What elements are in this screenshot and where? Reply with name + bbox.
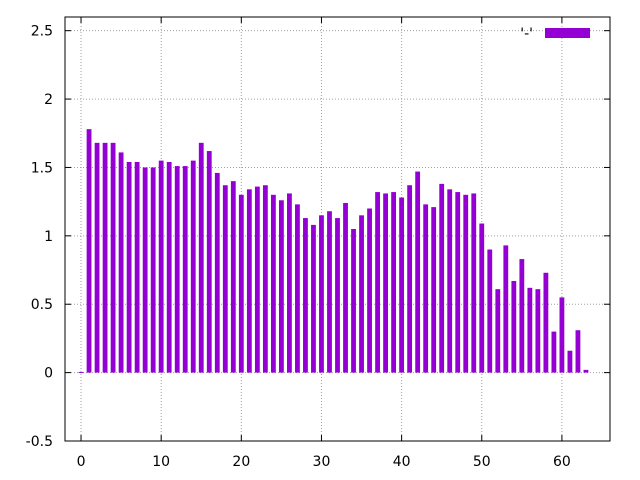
- bar: [198, 142, 204, 373]
- y-tick-label: 0.5: [31, 297, 53, 313]
- plot-border: [64, 16, 611, 442]
- bar: [527, 287, 533, 373]
- y-tick-label: 1: [44, 229, 53, 245]
- bar: [463, 194, 469, 373]
- bar: [519, 259, 525, 373]
- bar: [230, 181, 236, 373]
- x-tick-label: 60: [553, 454, 571, 470]
- bar: [150, 167, 156, 373]
- bar: [254, 186, 260, 373]
- bar: [174, 166, 180, 373]
- bar: [246, 189, 252, 373]
- bar: [78, 371, 84, 373]
- y-tick-labels: -0.5 0 0.5 1 1.5 2 2.5: [26, 24, 53, 450]
- bar: [375, 192, 380, 373]
- bar: [222, 185, 228, 373]
- bar: [102, 142, 108, 373]
- x-tick-label: 0: [77, 454, 86, 470]
- bar: [335, 218, 340, 373]
- bar: [327, 211, 332, 373]
- bar: [182, 166, 188, 373]
- bar: [487, 249, 493, 373]
- bar: [295, 204, 300, 373]
- y-tick-label: -0.5: [26, 434, 53, 450]
- bar: [351, 229, 356, 373]
- bar: [343, 203, 348, 373]
- bar: [583, 369, 589, 373]
- y-tick-label: 0: [44, 366, 53, 382]
- y-tick-label: 2: [44, 92, 53, 108]
- bar: [407, 185, 413, 373]
- bar: [575, 330, 581, 373]
- bar: [559, 297, 565, 373]
- x-tick-labels: 0 10 20 30 40 50 60: [77, 454, 571, 470]
- bar: [311, 224, 316, 373]
- bar: [110, 142, 116, 373]
- bar: [415, 171, 421, 373]
- x-tick-label: 10: [152, 454, 170, 470]
- bar: [287, 193, 292, 373]
- bar: [447, 189, 453, 373]
- bar: [495, 289, 501, 373]
- bar: [359, 215, 364, 373]
- bar: [503, 245, 509, 373]
- legend: '-': [520, 26, 590, 42]
- bar: [479, 223, 485, 373]
- bar: [383, 193, 388, 373]
- x-tick-label: 50: [473, 454, 491, 470]
- bars: [78, 129, 589, 373]
- bar: [94, 142, 100, 373]
- x-tick-label: 40: [393, 454, 411, 470]
- bar: [214, 172, 220, 373]
- bar: [431, 207, 437, 373]
- bar: [262, 185, 268, 373]
- bar: [238, 194, 244, 373]
- bar: [126, 161, 132, 373]
- x-tick-label: 20: [232, 454, 250, 470]
- bar: [471, 193, 477, 373]
- bar: [158, 160, 164, 373]
- axis-ticks: [65, 17, 610, 442]
- legend-label: '-': [520, 26, 533, 42]
- bar: [190, 160, 196, 373]
- bar: [511, 280, 517, 373]
- bar: [439, 183, 445, 373]
- bar: [567, 350, 573, 373]
- bar: [391, 192, 397, 373]
- bar: [455, 192, 461, 373]
- bar: [278, 200, 284, 373]
- bar: [551, 331, 557, 373]
- bar: [206, 151, 212, 373]
- bar: [166, 161, 172, 373]
- bar: [86, 129, 92, 373]
- bar: [543, 272, 549, 373]
- bar: [270, 194, 276, 373]
- bar: [303, 218, 308, 373]
- legend-swatch: [545, 28, 590, 38]
- y-tick-label: 2.5: [31, 24, 53, 40]
- bar: [134, 161, 140, 373]
- x-tick-label: 30: [313, 454, 331, 470]
- bar: [367, 208, 372, 373]
- bar: [399, 197, 405, 373]
- bar: [423, 204, 429, 373]
- bar: [535, 289, 541, 373]
- y-tick-label: 1.5: [31, 160, 53, 176]
- bar: [319, 215, 324, 373]
- bar: [142, 167, 148, 373]
- bar: [118, 152, 124, 373]
